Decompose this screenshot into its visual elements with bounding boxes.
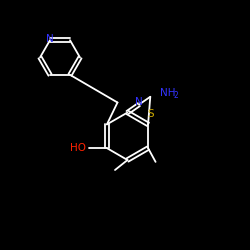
Text: NH: NH <box>160 88 175 98</box>
Text: HO: HO <box>70 143 86 153</box>
Text: S: S <box>147 108 154 118</box>
Text: 2: 2 <box>174 90 178 100</box>
Text: N: N <box>135 97 143 107</box>
Text: N: N <box>46 34 54 44</box>
